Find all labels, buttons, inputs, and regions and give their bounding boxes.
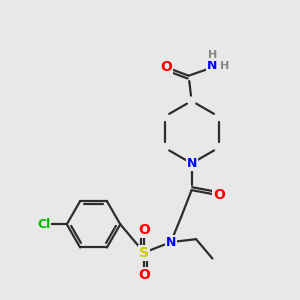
Text: S: S: [139, 245, 149, 260]
Text: O: O: [213, 188, 225, 202]
Text: N: N: [207, 59, 218, 72]
Text: N: N: [186, 157, 197, 170]
Text: Cl: Cl: [37, 218, 50, 231]
Text: O: O: [160, 60, 172, 74]
Text: H: H: [208, 50, 217, 60]
Text: O: O: [138, 268, 150, 282]
Text: H: H: [220, 61, 230, 71]
Text: N: N: [166, 236, 176, 249]
Text: O: O: [138, 223, 150, 237]
